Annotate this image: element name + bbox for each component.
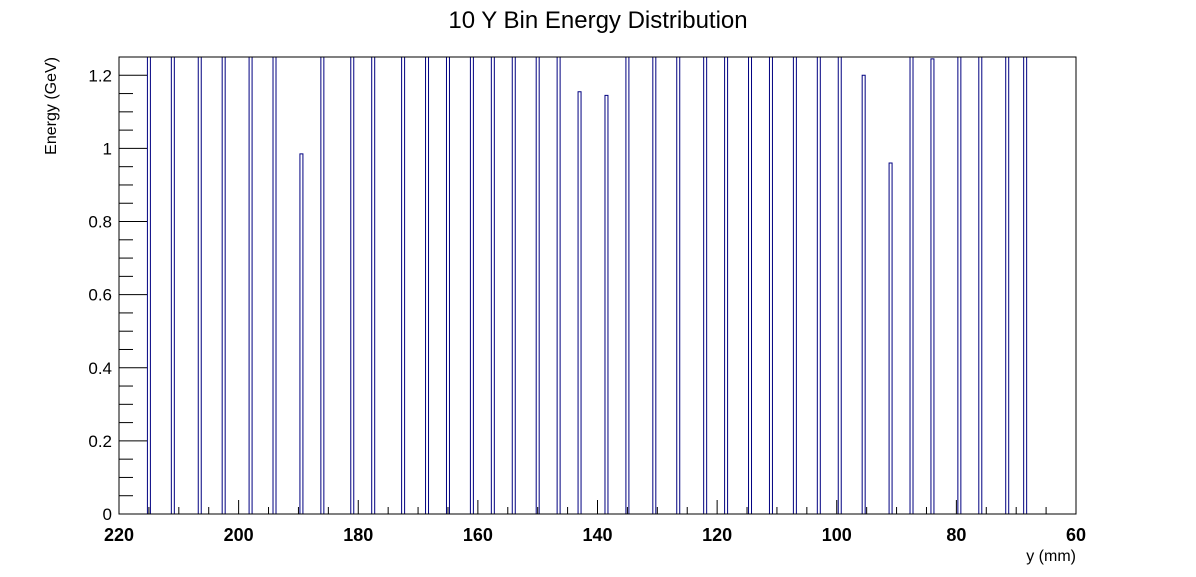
histogram-bin-37: [1023, 56, 1028, 514]
x-tick-label: 100: [822, 525, 852, 545]
histogram-bin-32: [909, 56, 914, 514]
y-axis: 0 0.2 0.4 0.6 0.8 1 1.2: [88, 56, 147, 524]
y-tick-label: 0.4: [88, 359, 112, 378]
histogram-bin-13: [469, 56, 474, 514]
histogram-bin-15: [511, 56, 516, 514]
histogram-bin-20: [625, 56, 630, 514]
x-tick-label: 200: [224, 525, 254, 545]
histogram-bin-14: [490, 56, 495, 514]
y-tick-label: 0: [103, 505, 112, 524]
x-tick-label: 80: [946, 525, 966, 545]
histogram-bin-22: [676, 56, 681, 514]
histogram-bin-25: [748, 56, 753, 514]
plot-frame: [118, 56, 1077, 515]
y-tick-label: 1.2: [88, 66, 112, 85]
x-tick-label: 180: [343, 525, 373, 545]
y-tick-label: 0.8: [88, 213, 112, 232]
chart-title: 10 Y Bin Energy Distribution: [448, 7, 747, 34]
histogram-bin-0: [146, 56, 151, 514]
x-tick-label: 220: [104, 525, 134, 545]
histogram-bin-4: [248, 56, 253, 514]
histogram-bin-11: [425, 56, 430, 514]
histogram-bin-23: [703, 56, 708, 514]
x-tick-label: 60: [1066, 525, 1086, 545]
histogram-bin-16: [535, 56, 540, 514]
histogram-bin-10: [401, 56, 406, 514]
histogram-bin-36: [1005, 56, 1010, 514]
histogram-bin-30: [861, 74, 866, 514]
histogram-bin-6: [299, 153, 304, 514]
histogram-bin-19: [604, 94, 609, 514]
histogram-bin-17: [556, 56, 561, 514]
histogram-bin-29: [837, 56, 842, 514]
y-tick-label: 1: [103, 139, 112, 158]
x-axis: 220 200 180 160 140 120 100 80 60: [104, 500, 1086, 545]
histogram-bin-21: [652, 56, 657, 514]
histogram-bin-8: [350, 56, 355, 514]
histogram-bin-35: [978, 56, 983, 514]
x-tick-label: 120: [702, 525, 732, 545]
x-axis-label: y (mm): [1026, 548, 1076, 565]
histogram-bin-33: [930, 58, 935, 514]
histogram-bin-31: [888, 162, 893, 514]
y-tick-label: 0.6: [88, 286, 112, 305]
histogram-bin-18: [577, 91, 582, 514]
x-tick-label: 140: [582, 525, 612, 545]
histogram-bin-27: [792, 56, 797, 514]
y-axis-label: Energy (GeV): [43, 57, 60, 155]
histogram-bin-34: [957, 56, 962, 514]
histogram-bars: [146, 56, 1028, 514]
histogram-bin-5: [272, 56, 277, 514]
histogram-bin-12: [445, 56, 450, 514]
histogram-bin-3: [221, 56, 226, 514]
histogram-bin-26: [768, 56, 773, 514]
histogram-bin-1: [170, 56, 175, 514]
histogram-bin-9: [371, 56, 376, 514]
x-tick-label: 160: [463, 525, 493, 545]
y-tick-label: 0.2: [88, 432, 112, 451]
histogram-bin-24: [724, 56, 729, 514]
histogram-bin-28: [816, 56, 821, 514]
histogram-bin-7: [320, 56, 325, 514]
histogram-bin-2: [197, 56, 202, 514]
